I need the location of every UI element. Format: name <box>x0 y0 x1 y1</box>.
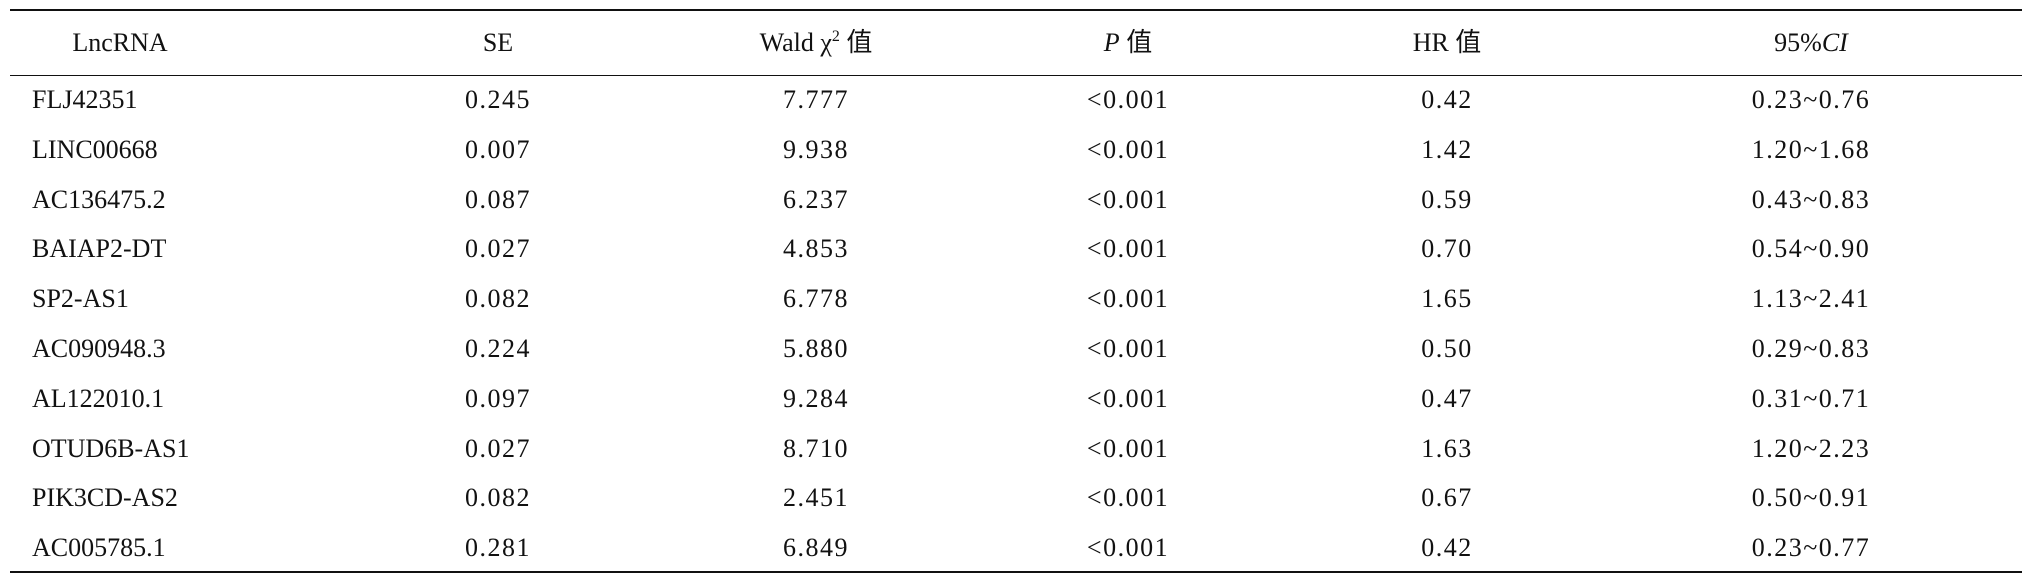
value-cell: 2.451 <box>783 483 849 513</box>
header-text: CI <box>1821 28 1848 57</box>
value-cell: 0.027 <box>465 234 531 264</box>
row-label: OTUD6B-AS1 <box>32 433 190 463</box>
value-cell: 8.710 <box>783 433 849 463</box>
value-cell: 0.087 <box>465 184 531 214</box>
value-cell: 0.47 <box>1421 383 1473 413</box>
header-text: 值 <box>839 28 873 57</box>
value-cell: 1.20~1.68 <box>1751 134 1871 164</box>
value-cell: 0.281 <box>465 533 531 563</box>
value-cell: 6.778 <box>783 284 849 314</box>
value-cell: 0.59 <box>1421 184 1473 214</box>
value-cell: 0.54~0.90 <box>1751 234 1871 264</box>
value-cell: 0.31~0.71 <box>1751 383 1871 413</box>
value-cell: <0.001 <box>1086 483 1170 513</box>
value-cell: 0.43~0.83 <box>1751 184 1871 214</box>
value-cell: 6.237 <box>783 184 849 214</box>
value-cell: 6.849 <box>783 533 849 563</box>
value-cell: <0.001 <box>1086 284 1170 314</box>
value-cell: <0.001 <box>1086 234 1170 264</box>
header-cell: SE <box>482 28 514 57</box>
value-cell: 0.097 <box>465 383 531 413</box>
header-cell: P 值 <box>1104 28 1152 58</box>
value-cell: 0.50 <box>1421 334 1473 363</box>
value-cell: <0.001 <box>1086 334 1170 363</box>
header-text: 2 <box>831 28 840 45</box>
value-cell: <0.001 <box>1086 433 1170 463</box>
header-cell: Wald χ2 值 <box>760 28 873 58</box>
value-cell: 0.42 <box>1421 85 1473 114</box>
value-cell: 0.42 <box>1421 533 1473 563</box>
value-cell: 5.880 <box>783 334 849 363</box>
header-text: Wald χ <box>759 28 832 57</box>
value-cell: 9.938 <box>783 134 849 164</box>
header-text: P <box>1103 28 1120 57</box>
value-cell: 0.50~0.91 <box>1751 483 1871 513</box>
header-rule <box>10 75 2022 76</box>
value-cell: 1.20~2.23 <box>1751 433 1871 463</box>
value-cell: 0.23~0.76 <box>1751 85 1871 114</box>
value-cell: 1.13~2.41 <box>1751 284 1871 314</box>
value-cell: 0.29~0.83 <box>1751 334 1871 363</box>
value-cell: <0.001 <box>1086 383 1170 413</box>
header-text: 95% <box>1774 28 1822 57</box>
top-rule <box>10 9 2022 11</box>
value-cell: <0.001 <box>1086 134 1170 164</box>
value-cell: 0.027 <box>465 433 531 463</box>
value-cell: 0.082 <box>465 483 531 513</box>
value-cell: 1.65 <box>1421 284 1473 314</box>
value-cell: 0.007 <box>465 134 531 164</box>
row-label: BAIAP2-DT <box>32 234 167 264</box>
row-label: LINC00668 <box>32 134 158 164</box>
value-cell: 0.245 <box>465 85 531 114</box>
value-cell: 9.284 <box>783 383 849 413</box>
value-cell: 0.082 <box>465 284 531 314</box>
value-cell: 0.70 <box>1421 234 1473 264</box>
row-label: AL122010.1 <box>32 383 165 413</box>
row-label: PIK3CD-AS2 <box>32 483 178 513</box>
bottom-rule <box>10 571 2022 573</box>
value-cell: 1.42 <box>1421 134 1473 164</box>
value-cell: 7.777 <box>783 85 849 114</box>
row-label: SP2-AS1 <box>32 284 129 314</box>
row-label: AC005785.1 <box>32 533 166 563</box>
row-label: AC090948.3 <box>32 334 166 363</box>
header-cell: HR 值 <box>1412 28 1482 57</box>
value-cell: 0.224 <box>465 334 531 363</box>
value-cell: <0.001 <box>1086 85 1170 114</box>
value-cell: <0.001 <box>1086 533 1170 563</box>
row-label: AC136475.2 <box>32 184 166 214</box>
header-cell: 95%CI <box>1774 28 1848 58</box>
row-label: FLJ42351 <box>32 85 138 114</box>
header-text: 值 <box>1119 28 1153 57</box>
value-cell: 0.67 <box>1421 483 1473 513</box>
header-cell: LncRNA <box>72 28 168 57</box>
value-cell: 1.63 <box>1421 433 1473 463</box>
value-cell: <0.001 <box>1086 184 1170 214</box>
value-cell: 4.853 <box>783 234 849 264</box>
value-cell: 0.23~0.77 <box>1751 533 1871 563</box>
